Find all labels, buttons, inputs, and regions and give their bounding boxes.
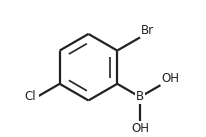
- Text: B: B: [136, 90, 144, 103]
- Text: Br: Br: [141, 24, 154, 37]
- Text: OH: OH: [131, 122, 149, 135]
- Text: Cl: Cl: [25, 90, 36, 103]
- Text: OH: OH: [161, 72, 179, 85]
